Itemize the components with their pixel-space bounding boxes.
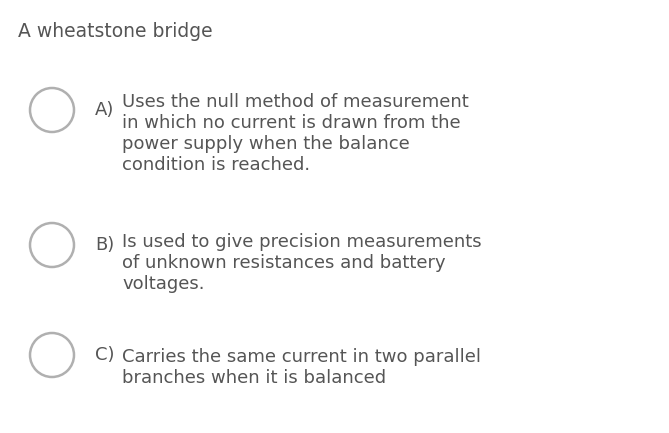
- Text: in which no current is drawn from the: in which no current is drawn from the: [122, 114, 461, 132]
- Text: condition is reached.: condition is reached.: [122, 156, 310, 174]
- Text: Is used to give precision measurements: Is used to give precision measurements: [122, 233, 482, 251]
- Text: C): C): [95, 346, 114, 364]
- Text: of unknown resistances and battery: of unknown resistances and battery: [122, 254, 446, 272]
- Text: branches when it is balanced: branches when it is balanced: [122, 369, 386, 387]
- Text: power supply when the balance: power supply when the balance: [122, 135, 409, 153]
- Text: A): A): [95, 101, 114, 119]
- Text: A wheatstone bridge: A wheatstone bridge: [18, 22, 213, 41]
- Circle shape: [30, 223, 74, 267]
- Text: Uses the null method of measurement: Uses the null method of measurement: [122, 93, 469, 111]
- Circle shape: [30, 88, 74, 132]
- Text: Carries the same current in two parallel: Carries the same current in two parallel: [122, 348, 481, 366]
- Circle shape: [30, 333, 74, 377]
- Text: B): B): [95, 236, 114, 254]
- Text: voltages.: voltages.: [122, 275, 205, 293]
